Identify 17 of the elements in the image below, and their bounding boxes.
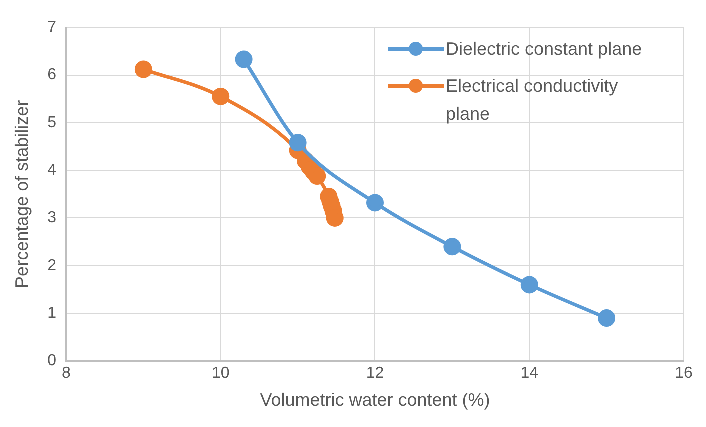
y-tick-label: 6 [48, 66, 57, 84]
x-tick-label: 12 [366, 365, 384, 382]
y-tick-label: 3 [48, 210, 57, 227]
y-axis-title: Percentage of stabilizer [12, 100, 32, 288]
x-tick-label: 10 [212, 365, 230, 382]
y-tick-label: 7 [48, 19, 57, 36]
y-tick-label: 1 [48, 304, 57, 322]
y-tick-label: 0 [48, 352, 57, 370]
legend-label: Dielectric constant plane [446, 38, 644, 61]
legend-label: Electrical conductivity plane [446, 75, 620, 126]
x-tick-label: 14 [520, 365, 539, 382]
x-tick-label: 8 [62, 365, 72, 382]
x-tick-label: 16 [675, 365, 693, 382]
y-tick-label: 2 [48, 257, 57, 274]
y-tick-label: 5 [48, 114, 57, 132]
y-tick-label: 4 [48, 162, 57, 179]
x-axis-title: Volumetric water content (%) [260, 390, 490, 410]
